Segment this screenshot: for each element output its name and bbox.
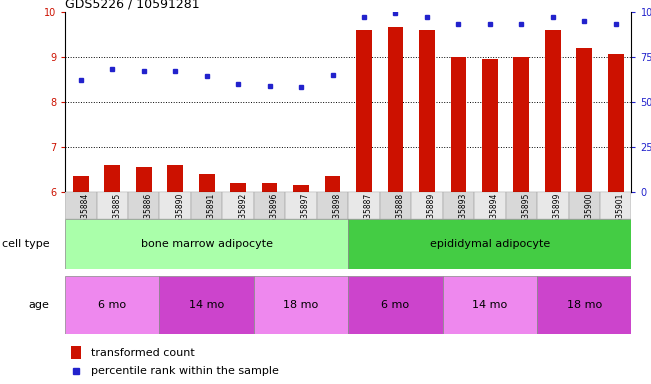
Bar: [128, 192, 159, 219]
Bar: [65, 192, 96, 219]
Text: GSM635900: GSM635900: [585, 192, 593, 239]
Text: GSM635891: GSM635891: [207, 192, 215, 239]
Bar: [65, 276, 159, 334]
Text: GSM635898: GSM635898: [333, 192, 342, 239]
Text: GSM635885: GSM635885: [113, 192, 121, 239]
Text: 14 mo: 14 mo: [189, 300, 225, 310]
Bar: [450, 56, 466, 192]
Text: epididymal adipocyte: epididymal adipocyte: [430, 239, 550, 249]
Bar: [356, 30, 372, 192]
Bar: [73, 176, 89, 192]
Text: GSM635899: GSM635899: [553, 192, 562, 239]
Bar: [325, 176, 340, 192]
Text: GSM635887: GSM635887: [364, 192, 373, 239]
Bar: [223, 192, 254, 219]
Bar: [262, 183, 277, 192]
Bar: [285, 192, 317, 219]
Bar: [514, 56, 529, 192]
Bar: [537, 192, 568, 219]
Text: GSM635886: GSM635886: [144, 192, 153, 239]
Bar: [348, 276, 443, 334]
Bar: [230, 183, 246, 192]
Text: GSM635897: GSM635897: [301, 192, 310, 239]
Bar: [317, 192, 348, 219]
Text: GSM635901: GSM635901: [616, 192, 625, 239]
Bar: [537, 276, 631, 334]
Text: bone marrow adipocyte: bone marrow adipocyte: [141, 239, 273, 249]
Bar: [191, 192, 223, 219]
Text: cell type: cell type: [2, 239, 49, 249]
Bar: [482, 59, 498, 192]
Bar: [96, 192, 128, 219]
Bar: [167, 165, 183, 192]
Bar: [506, 192, 537, 219]
Bar: [545, 30, 561, 192]
Bar: [387, 27, 404, 192]
Text: 14 mo: 14 mo: [472, 300, 508, 310]
Bar: [576, 48, 592, 192]
Text: GSM635889: GSM635889: [427, 192, 436, 239]
Bar: [419, 30, 435, 192]
Text: transformed count: transformed count: [90, 348, 195, 358]
Text: GSM635895: GSM635895: [521, 192, 531, 239]
Bar: [71, 346, 81, 359]
Text: GSM635892: GSM635892: [238, 192, 247, 239]
Bar: [65, 219, 348, 269]
Bar: [348, 192, 380, 219]
Bar: [380, 192, 411, 219]
Text: 18 mo: 18 mo: [566, 300, 602, 310]
Text: percentile rank within the sample: percentile rank within the sample: [90, 366, 279, 376]
Text: GSM635896: GSM635896: [270, 192, 279, 239]
Bar: [159, 192, 191, 219]
Bar: [443, 276, 537, 334]
Text: 6 mo: 6 mo: [381, 300, 409, 310]
Bar: [348, 219, 631, 269]
Bar: [199, 174, 215, 192]
Text: 18 mo: 18 mo: [283, 300, 319, 310]
Text: GSM635893: GSM635893: [458, 192, 467, 239]
Bar: [159, 276, 254, 334]
Text: GSM635888: GSM635888: [395, 192, 404, 239]
Text: age: age: [29, 300, 49, 310]
Text: GSM635894: GSM635894: [490, 192, 499, 239]
Bar: [608, 55, 624, 192]
Bar: [411, 192, 443, 219]
Bar: [600, 192, 631, 219]
Text: GDS5226 / 10591281: GDS5226 / 10591281: [65, 0, 200, 10]
Bar: [136, 167, 152, 192]
Bar: [474, 192, 506, 219]
Bar: [254, 192, 285, 219]
Bar: [293, 185, 309, 192]
Text: GSM635890: GSM635890: [175, 192, 184, 239]
Text: 6 mo: 6 mo: [98, 300, 126, 310]
Bar: [568, 192, 600, 219]
Bar: [104, 165, 120, 192]
Text: GSM635884: GSM635884: [81, 192, 90, 239]
Bar: [254, 276, 348, 334]
Bar: [443, 192, 474, 219]
